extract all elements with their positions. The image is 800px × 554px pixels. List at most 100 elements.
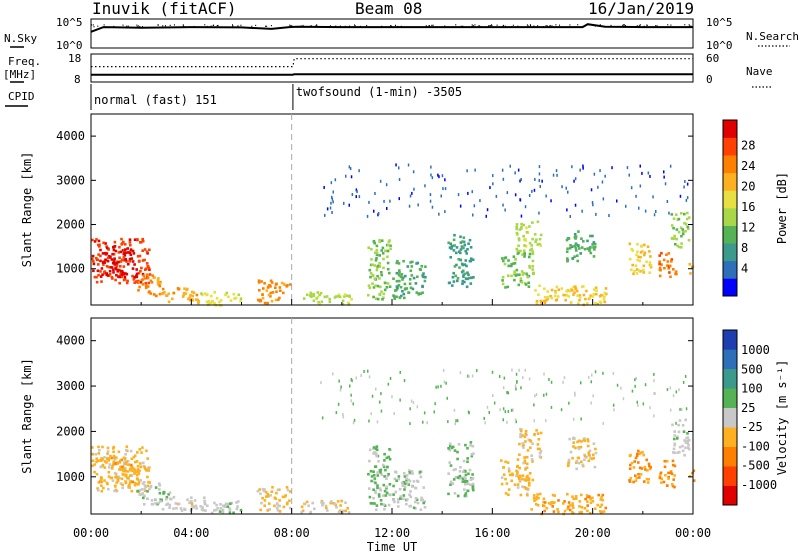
data-cell [206,504,209,508]
data-cell [459,248,463,251]
data-cell [464,477,467,481]
data-cell [640,244,643,248]
data-cell [553,494,556,497]
data-cell [461,240,464,243]
data-cell [581,209,583,213]
data-cell [628,454,632,458]
data-cell [143,258,146,262]
data-cell [97,489,100,492]
data-cell [190,496,193,499]
data-cell [642,271,645,274]
noise-search-dot [488,25,490,27]
data-cell [336,295,340,298]
data-cell [374,297,378,300]
data-cell [631,389,634,393]
data-cell [531,265,535,268]
data-cell [566,492,569,496]
data-cell [132,467,136,470]
data-cell [182,293,186,297]
data-cell [261,487,265,491]
data-cell [383,489,387,493]
data-cell [632,272,635,276]
data-cell [106,457,109,461]
data-cell [518,466,521,470]
data-cell [312,294,316,298]
data-cell [370,475,374,478]
data-cell [416,275,419,279]
data-cell [113,257,116,260]
data-cell [165,294,169,297]
data-cell [557,499,560,502]
data-cell [201,293,204,297]
data-cell [464,259,468,262]
data-cell [139,462,142,465]
data-cell [97,253,100,256]
data-cell [122,252,126,256]
data-cell [133,276,136,279]
data-cell [99,479,103,483]
data-cell [273,504,276,508]
data-cell [344,509,347,513]
data-cell [348,165,351,169]
data-cell [648,464,651,468]
noise-search-dot [265,25,267,27]
data-cell [392,277,395,280]
data-cell [504,208,506,212]
data-cell [127,262,130,266]
data-cell [328,297,331,301]
data-cell [106,450,110,453]
data-cell [529,446,532,449]
data-cell [568,437,571,441]
data-cell [215,503,218,507]
noise-search-dot [193,25,195,28]
data-cell [239,299,242,303]
data-cell [577,456,580,460]
data-cell [226,502,230,506]
data-cell [204,509,207,512]
data-cell [591,373,593,377]
data-cell [187,297,190,301]
data-cell [98,245,101,248]
data-cell [502,177,505,181]
data-cell [119,271,122,274]
data-cell [666,264,669,267]
data-cell [578,247,581,250]
data-cell [453,492,457,495]
data-cell [570,245,574,248]
noise-search-dot [381,25,383,27]
nave-line [91,58,693,68]
data-cell [405,482,409,485]
frequency-frame [90,53,694,83]
data-cell [149,279,153,283]
data-cell [101,273,104,276]
data-cell [685,198,688,202]
data-cell [512,262,515,265]
data-cell [126,459,130,463]
data-cell [575,467,578,471]
data-cell [523,486,526,489]
data-cell [515,474,518,478]
data-cell [523,255,526,258]
data-cell [112,260,116,263]
data-cell [574,495,578,498]
data-cell [399,294,403,298]
data-cell [686,182,689,186]
data-cell [376,420,379,424]
data-cell [195,293,199,297]
noise-left-tick: 10^5 [56,16,83,29]
data-cell [129,243,132,247]
data-cell [278,504,281,508]
data-cell [105,246,109,250]
data-cell [186,498,189,501]
data-cell [125,460,128,464]
data-cell [452,468,456,472]
data-cell [160,292,164,296]
data-cell [526,488,529,491]
data-cell [590,401,592,405]
data-cell [264,490,268,494]
data-cell [462,236,466,239]
data-cell [107,466,111,469]
data-cell [394,490,398,494]
data-cell [380,239,384,242]
data-cell [602,297,606,301]
